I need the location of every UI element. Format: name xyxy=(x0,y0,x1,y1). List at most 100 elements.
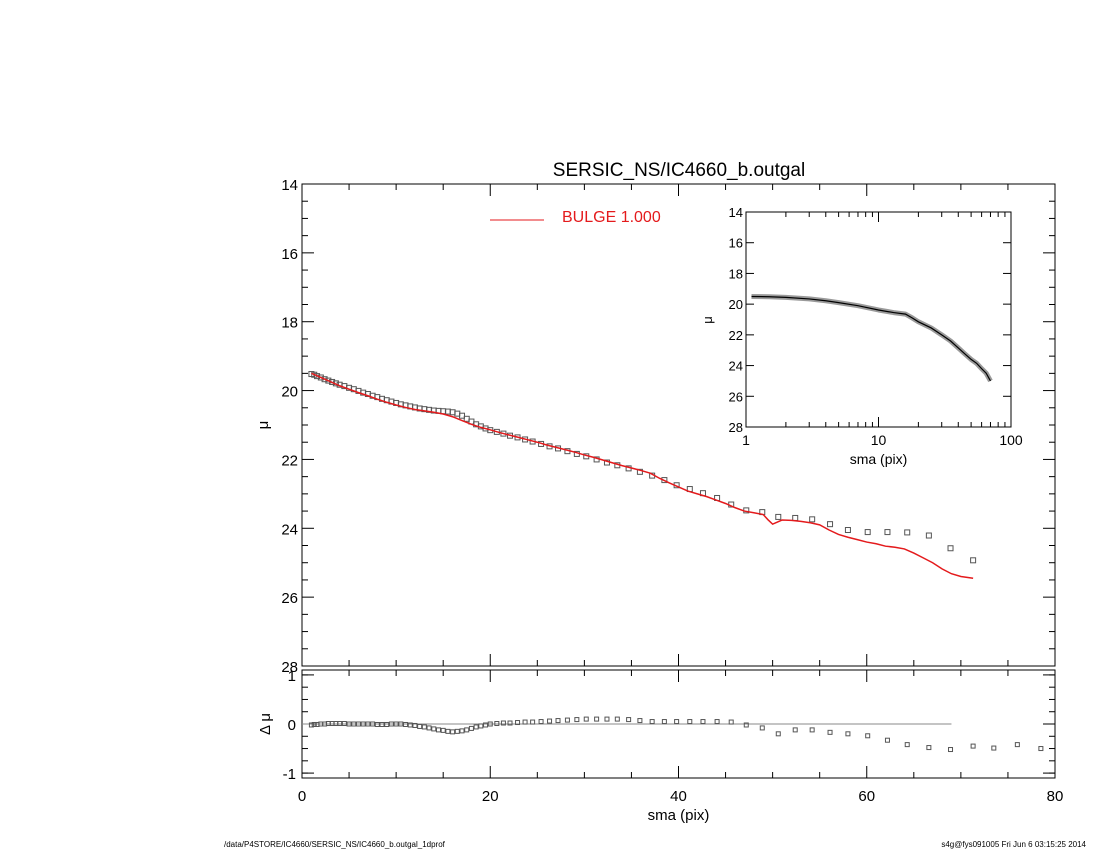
residual-point xyxy=(308,722,314,728)
legend: BULGE 1.000 xyxy=(490,209,661,226)
residual-point xyxy=(865,733,871,739)
y-tick-label: 22 xyxy=(281,452,298,469)
residual-point xyxy=(661,719,667,725)
main-model-series xyxy=(311,372,974,579)
inset-x-tick-label: 10 xyxy=(871,432,887,448)
data-point xyxy=(904,529,911,536)
residual-point xyxy=(530,719,536,725)
residual-point xyxy=(478,723,484,729)
residual-point xyxy=(809,727,815,733)
main-title: SERSIC_NS/IC4660_b.outgal xyxy=(553,160,805,181)
y-tick-label: 26 xyxy=(281,590,298,607)
y-tick-label: 14 xyxy=(281,177,298,194)
residual-data-series xyxy=(308,716,1044,753)
residual-point xyxy=(468,725,474,731)
bulge-model-line xyxy=(311,372,974,579)
residual-point xyxy=(365,721,371,727)
residual-point xyxy=(388,721,394,727)
residual-point xyxy=(743,722,749,728)
res-y-tick-label: 0 xyxy=(288,717,296,734)
residual-point xyxy=(473,724,479,730)
data-point xyxy=(844,527,851,534)
inset-x-axis-label: sma (pix) xyxy=(850,451,908,467)
inset-profile-line xyxy=(751,295,991,382)
residual-point xyxy=(687,719,693,725)
residual-point xyxy=(454,728,460,734)
inset-y-tick-label: 24 xyxy=(729,359,743,374)
y-tick-label: 16 xyxy=(281,246,298,263)
residual-point xyxy=(884,737,890,743)
data-point xyxy=(925,532,932,539)
residual-point xyxy=(341,721,347,727)
data-point xyxy=(459,412,466,419)
data-point xyxy=(325,377,332,384)
residual-point xyxy=(792,727,798,733)
residual-point xyxy=(728,719,734,725)
residual-point xyxy=(370,721,376,727)
inset-axes: 14 16 18 20 22 24 26 281 10 100 sma (pix) μ xyxy=(700,205,1023,467)
main-axes: 14 16 18 20 22 24 26 28 μ xyxy=(255,177,1056,676)
residual-point xyxy=(374,721,380,727)
residual-point xyxy=(384,721,390,727)
inset-y-tick-label: 26 xyxy=(729,389,743,404)
residual-point xyxy=(494,721,500,727)
residual-point xyxy=(426,725,432,731)
residual-point xyxy=(991,745,997,751)
legend-label: BULGE 1.000 xyxy=(562,209,661,226)
x-tick-label: 0 xyxy=(298,788,306,805)
residual-point xyxy=(483,722,489,728)
inset-x-tick-label: 100 xyxy=(999,432,1023,448)
residual-point xyxy=(674,719,680,725)
residual-point xyxy=(435,727,441,733)
res-y-axis-label: Δ μ xyxy=(257,713,274,735)
residual-point xyxy=(431,726,437,732)
y-tick-label: 24 xyxy=(281,521,298,538)
data-point xyxy=(970,557,977,564)
residual-point xyxy=(1014,742,1020,748)
residual-point xyxy=(926,745,932,751)
residual-point xyxy=(649,719,655,725)
residual-point xyxy=(827,729,833,735)
residual-point xyxy=(398,721,404,727)
inset-y-tick-label: 20 xyxy=(729,297,743,312)
data-point xyxy=(775,513,782,520)
residual-point xyxy=(637,718,643,724)
y-tick-label: 28 xyxy=(281,659,298,676)
residual-point xyxy=(379,721,385,727)
inset-y-tick-label: 16 xyxy=(729,236,743,251)
inset-x-tick-label: 1 xyxy=(742,432,750,448)
data-point xyxy=(321,376,328,383)
residual-point xyxy=(403,721,409,727)
residual-point xyxy=(459,728,465,734)
residual-point xyxy=(700,719,706,725)
inset-y-tick-label: 22 xyxy=(729,328,743,343)
residual-point xyxy=(1038,746,1044,752)
residual-point xyxy=(614,716,620,722)
data-point xyxy=(636,468,643,475)
residual-point xyxy=(594,716,600,722)
res-y-tick-label: -1 xyxy=(283,766,296,783)
residual-point xyxy=(351,721,357,727)
residual-point xyxy=(759,725,765,731)
inset-data-series xyxy=(751,293,993,383)
data-point xyxy=(884,529,891,536)
inset-y-tick-label: 18 xyxy=(729,266,743,281)
residual-point xyxy=(311,721,317,727)
x-tick-label: 40 xyxy=(670,788,687,805)
residual-point xyxy=(948,747,954,753)
data-point xyxy=(809,516,816,523)
residual-point xyxy=(564,717,570,723)
residual-point xyxy=(515,720,521,726)
residual-point xyxy=(507,720,513,726)
inset-plot-frame xyxy=(745,211,1012,428)
y-tick-label: 20 xyxy=(281,384,298,401)
residual-point xyxy=(522,719,528,725)
residual-point xyxy=(547,718,553,724)
data-point xyxy=(827,521,834,528)
inset-y-tick-label: 28 xyxy=(729,420,743,435)
inset-y-tick-label: 14 xyxy=(729,205,743,220)
residual-point xyxy=(970,743,976,749)
residual-point xyxy=(445,728,451,734)
residual-point xyxy=(555,718,561,724)
